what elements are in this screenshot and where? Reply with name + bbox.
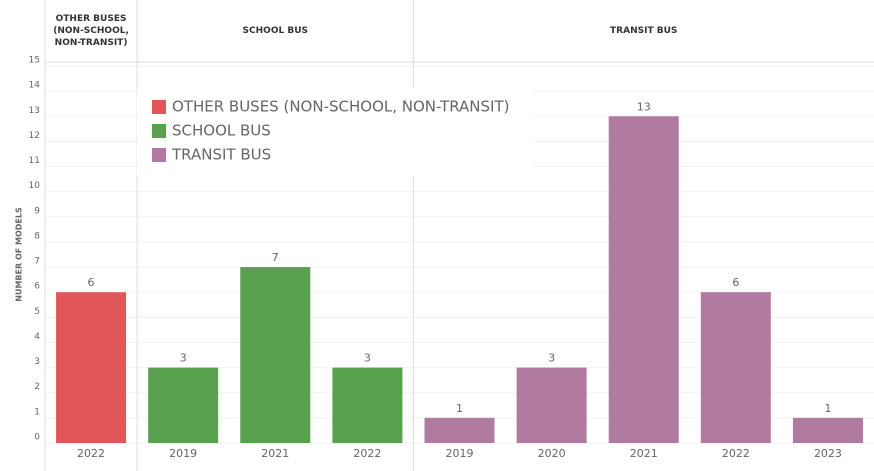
y-tick-label: 0	[34, 433, 40, 443]
x-tick-label: 2021	[261, 447, 289, 460]
y-tick-label: 10	[29, 181, 41, 191]
y-tick-label: 2	[34, 382, 40, 392]
bar	[332, 367, 403, 443]
y-tick-label: 12	[29, 131, 40, 141]
bar	[608, 116, 679, 444]
bar	[56, 292, 127, 443]
legend-label: SCHOOL BUS	[172, 122, 271, 140]
legend-swatch	[152, 124, 166, 138]
legend-swatch	[152, 148, 166, 162]
data-label: 6	[732, 276, 739, 289]
data-label: 7	[272, 251, 279, 264]
y-tick-label: 8	[34, 231, 40, 241]
legend-box	[137, 88, 532, 176]
x-tick-label: 2022	[722, 447, 750, 460]
data-label: 6	[88, 276, 95, 289]
x-tick-label: 2022	[353, 447, 381, 460]
x-tick-label: 2019	[169, 447, 197, 460]
data-label: 13	[637, 100, 651, 113]
data-label: 1	[824, 402, 831, 415]
y-tick-label: 13	[29, 106, 40, 116]
bar	[424, 417, 495, 443]
bar	[792, 417, 863, 443]
y-tick-label: 11	[29, 156, 40, 166]
y-tick-label: 14	[29, 81, 41, 91]
bar	[516, 367, 587, 443]
y-tick-label: 7	[34, 257, 40, 267]
y-tick-label: 9	[34, 206, 40, 216]
legend-label: OTHER BUSES (NON-SCHOOL, NON-TRANSIT)	[172, 98, 509, 116]
y-axis-title: NUMBER OF MODELS	[15, 207, 24, 302]
x-tick-label: 2021	[630, 447, 658, 460]
x-tick-label: 2020	[538, 447, 566, 460]
y-tick-label: 6	[34, 282, 40, 292]
legend-swatch	[152, 100, 166, 114]
y-tick-label: 3	[34, 357, 40, 367]
data-label: 3	[180, 352, 187, 365]
y-tick-label: 1	[34, 407, 40, 417]
pane-header: SCHOOL BUS	[242, 26, 308, 36]
x-tick-label: 2023	[814, 447, 842, 460]
pane-header: TRANSIT BUS	[610, 26, 678, 36]
x-tick-label: 2022	[77, 447, 105, 460]
data-label: 1	[456, 402, 463, 415]
bar	[148, 367, 219, 443]
bar	[700, 292, 771, 443]
data-label: 3	[364, 352, 371, 365]
y-tick-label: 15	[29, 56, 40, 66]
data-label: 3	[548, 352, 555, 365]
legend-label: TRANSIT BUS	[171, 146, 271, 164]
y-tick-label: 5	[34, 307, 40, 317]
pane-header: OTHER BUSES (NON-SCHOOL, NON-TRANSIT)	[53, 14, 129, 48]
x-tick-label: 2019	[446, 447, 474, 460]
y-tick-label: 4	[34, 332, 40, 342]
bar	[240, 267, 311, 443]
